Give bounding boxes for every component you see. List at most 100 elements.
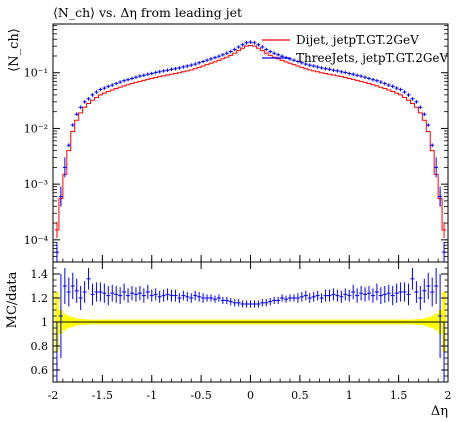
ratio-point [62,268,67,304]
threejets-point [193,62,198,66]
ratio-point [157,290,162,303]
ratio-point [209,294,213,302]
ratio-point [339,290,344,303]
threejets-point [82,100,87,104]
ratio-point [110,284,115,302]
threejets-point [276,52,281,57]
ratio-point [149,289,154,302]
ratio-point [394,283,399,303]
ratio-point [240,300,245,308]
ratio-point [327,289,332,302]
ratio-point [406,283,411,306]
threejets-point [205,58,210,62]
ratio-point [434,268,439,304]
ratio-point [323,289,328,302]
ratio-point [102,283,107,303]
threejets-point [426,123,431,127]
threejets-point [343,70,348,75]
threejets-point [157,69,162,74]
ratio-point [193,290,198,301]
threejets-point [224,51,229,56]
ratio-point [66,277,71,307]
ratio-point [114,286,119,303]
threejets-point [430,143,435,148]
ratio-point [86,268,91,290]
ratio-y-tick-label: 1 [41,316,48,329]
ratio-point [367,286,371,301]
ratio-point [189,293,194,303]
ratio-point [74,278,79,303]
ratio-point [82,281,87,303]
threejets-point [323,66,328,71]
ratio-point [343,288,348,301]
ratio-point [173,289,178,302]
threejets-point [272,51,277,56]
ratio-point [232,299,237,307]
x-tick-label: -2 [48,389,59,402]
ratio-point [90,283,95,306]
ratio-point [177,293,182,303]
ratio-point [264,299,269,307]
threejets-point [327,67,332,72]
threejets-point [252,40,257,45]
threejets-point [185,64,190,68]
ratio-point [118,287,123,304]
x-tick-label: 1 [346,389,353,402]
threejets-point [236,45,241,49]
main-curves [54,40,447,263]
ratio-point [133,287,138,302]
x-tick-label: -1.5 [92,389,113,402]
ratio-point [137,286,142,301]
ratio-point [272,296,277,304]
ratio-point [220,296,225,304]
ratio-point [426,272,431,300]
threejets-point [149,71,154,76]
threejets-point [137,74,142,78]
ratio-point [224,296,229,304]
ratio-y-ticks: 0.6 0.8 1 1.2 1.4 [31,267,448,377]
ratio-point [216,294,221,302]
ratio-x-ticks: -2 -1.5 -1 -0.5 0 0.5 1 1.5 2 [48,262,452,402]
ratio-point [307,293,312,303]
threejets-point [126,77,131,82]
ratio-point [236,299,241,307]
ratio-y-tick-label: 1.4 [31,268,49,281]
ratio-point [363,287,368,302]
legend-label-dijet: Dijet, jetpT.GT.2GeV [296,33,419,47]
threejets-point [209,57,213,61]
threejets-point [94,90,99,94]
threejets-point [303,62,308,66]
main-y-ticks: 10⁻⁴ 10⁻³ 10⁻² 10⁻¹ [24,25,449,262]
threejets-point [232,47,237,52]
threejets-point [86,97,91,101]
ratio-y-tick-label: 0.6 [31,364,49,377]
ratio-point [205,294,210,302]
ratio-point [126,288,131,303]
legend: Dijet, jetpT.GT.2GeV ThreeJets, jetpT.GT… [262,33,449,65]
threejets-point [414,100,419,104]
ratio-point [276,296,281,304]
main-y-tick-label: 10⁻⁴ [24,234,49,247]
threejets-point [248,40,253,44]
ratio-point [268,298,273,306]
ratio-point [414,281,419,303]
threejets-point [410,97,415,101]
threejets-point [201,59,206,64]
ratio-point [145,284,150,300]
ratio-point [319,293,324,303]
ratio-point [418,286,423,310]
threejets-point [62,157,67,178]
ratio-point [303,290,308,301]
threejets-point [78,105,83,110]
threejets-point [169,67,174,72]
threejets-point [331,68,336,73]
threejets-point [363,75,368,80]
chart-title: ⟨N_ch⟩ vs. Δη from leading jet [53,5,242,20]
threejets-point [216,54,221,59]
threejets-point [264,47,269,52]
threejets-point [299,60,304,65]
ratio-point [165,288,170,301]
threejets-point [307,63,312,67]
